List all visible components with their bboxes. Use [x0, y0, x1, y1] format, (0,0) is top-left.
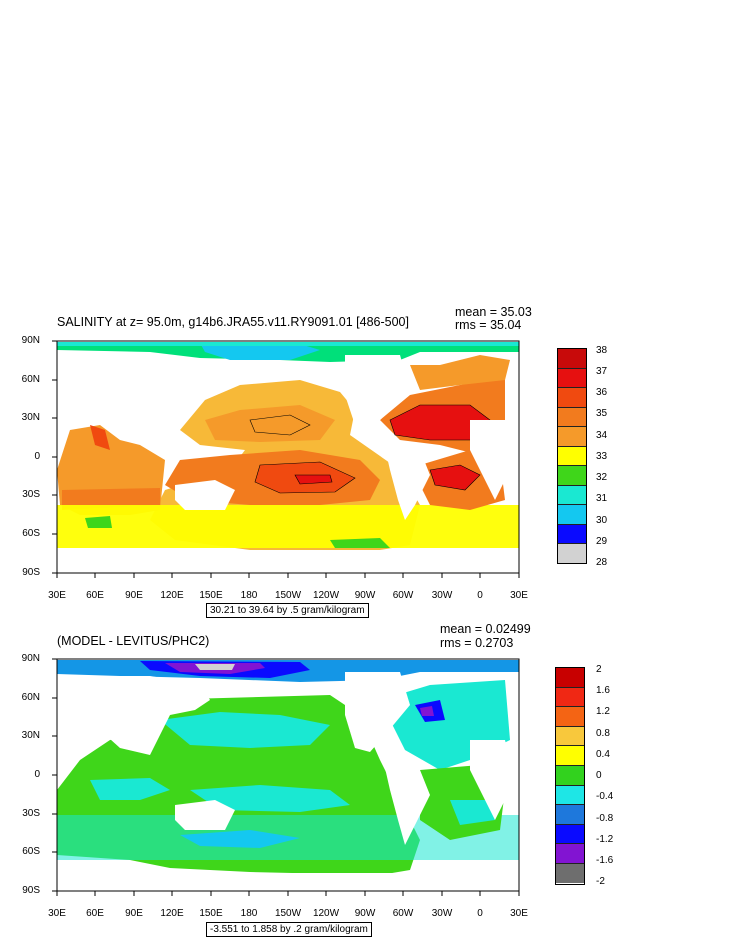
colorbar-swatch [556, 785, 584, 806]
lon-label: 180 [240, 908, 258, 919]
colorbar-swatch [558, 407, 586, 427]
lon-label: 60W [392, 590, 414, 601]
rms-value: rms = 35.04 [455, 318, 522, 332]
colorbar-label: 0 [596, 770, 602, 781]
colorbar-label: 28 [596, 557, 608, 568]
lon-label: 30W [431, 590, 453, 601]
mean-value: mean = 0.02499 [440, 622, 531, 636]
colorbar-swatch [558, 544, 586, 563]
colorbar-label: -0.8 [596, 813, 614, 824]
colorbar-label: 36 [596, 387, 608, 398]
colorbar-swatch [558, 446, 586, 466]
lat-label: 0 [34, 769, 40, 780]
lon-label: 60E [86, 590, 104, 601]
lat-label: 30N [21, 412, 40, 423]
colorbar [557, 348, 587, 564]
lon-label: 120E [160, 590, 184, 601]
mean-value: mean = 35.03 [455, 305, 532, 319]
colorbar-swatch [558, 427, 586, 447]
colorbar-swatch [556, 726, 584, 747]
colorbar-label: 34 [596, 430, 608, 441]
colorbar-label: 37 [596, 366, 608, 377]
colorbar-label: -0.4 [596, 791, 614, 802]
lon-label: 90E [125, 590, 143, 601]
lon-label: 150E [199, 908, 223, 919]
lat-label: 30S [22, 489, 40, 500]
colorbar-label: 35 [596, 408, 608, 419]
lon-label: 30E [510, 908, 528, 919]
colorbar-label: 1.6 [596, 685, 610, 696]
colorbar-label: -2 [596, 876, 605, 887]
lon-label: 30E [510, 590, 528, 601]
colorbar-label: 2 [596, 664, 602, 675]
colorbar-swatch [558, 524, 586, 544]
colorbar-swatch [556, 746, 584, 766]
lat-label: 60N [21, 692, 40, 703]
colorbar-label: 0.4 [596, 749, 610, 760]
colorbar-label: 31 [596, 493, 608, 504]
colorbar-swatch [556, 687, 584, 708]
salinity-panel: SALINITY at z= 95.0m, g14b6.JRA55.v11.RY… [21, 305, 587, 618]
colorbar-swatch [556, 844, 584, 864]
lon-label: 90W [354, 908, 376, 919]
colorbar-swatch [556, 668, 584, 688]
contour-range-info: -3.551 to 1.858 by .2 gram/kilogram [206, 922, 372, 937]
lon-label: 120W [312, 908, 340, 919]
colorbar-label: 29 [596, 536, 608, 547]
lon-label: 60W [392, 908, 414, 919]
lon-label: 180 [240, 590, 258, 601]
lat-label: 90N [21, 653, 40, 664]
lat-label: 30N [21, 730, 40, 741]
colorbar-swatch [556, 824, 584, 845]
lat-label: 60S [22, 846, 40, 857]
lat-label: 60N [21, 374, 40, 385]
panel-title: (MODEL - LEVITUS/PHC2) [57, 634, 210, 648]
lon-label: 120W [312, 590, 340, 601]
lon-label: 150E [199, 590, 223, 601]
lon-label: 90W [354, 590, 376, 601]
lon-label: 150W [274, 590, 302, 601]
colorbar-label: -1.6 [596, 855, 614, 866]
lat-label: 0 [34, 451, 40, 462]
colorbar-swatch [556, 707, 584, 727]
lon-label: 30E [48, 590, 66, 601]
lat-label: 90S [22, 885, 40, 896]
colorbar-swatch [558, 388, 586, 408]
colorbar-swatch [558, 505, 586, 525]
colorbar-swatch [556, 765, 584, 786]
colorbar-swatch [558, 466, 586, 486]
lon-label: 120E [160, 908, 184, 919]
colorbar-label: 38 [596, 345, 608, 356]
colorbar-label: -1.2 [596, 834, 614, 845]
panel-title: SALINITY at z= 95.0m, g14b6.JRA55.v11.RY… [57, 315, 409, 329]
colorbar-label: 1.2 [596, 706, 610, 717]
colorbar [555, 667, 585, 885]
colorbar-label: 0.8 [596, 728, 610, 739]
colorbar-swatch [558, 368, 586, 388]
lat-label: 60S [22, 528, 40, 539]
colorbar-label: 33 [596, 451, 608, 462]
lon-label: 60E [86, 908, 104, 919]
salinity-map [52, 340, 520, 578]
colorbar-swatch [558, 349, 586, 369]
lon-label: 30W [431, 908, 453, 919]
lon-label: 0 [477, 590, 483, 601]
lon-label: 30E [48, 908, 66, 919]
rms-value: rms = 0.2703 [440, 636, 514, 650]
lon-label: 90E [125, 908, 143, 919]
lat-label: 30S [22, 808, 40, 819]
contour-range-info: 30.21 to 39.64 by .5 gram/kilogram [206, 603, 369, 618]
lon-label: 0 [477, 908, 483, 919]
colorbar-swatch [558, 485, 586, 505]
colorbar-label: 30 [596, 515, 608, 526]
colorbar-swatch [556, 805, 584, 825]
lat-label: 90N [21, 335, 40, 346]
lat-label: 90S [22, 567, 40, 578]
lon-label: 150W [274, 908, 302, 919]
colorbar-label: 32 [596, 472, 608, 483]
colorbar-swatch [556, 863, 584, 883]
